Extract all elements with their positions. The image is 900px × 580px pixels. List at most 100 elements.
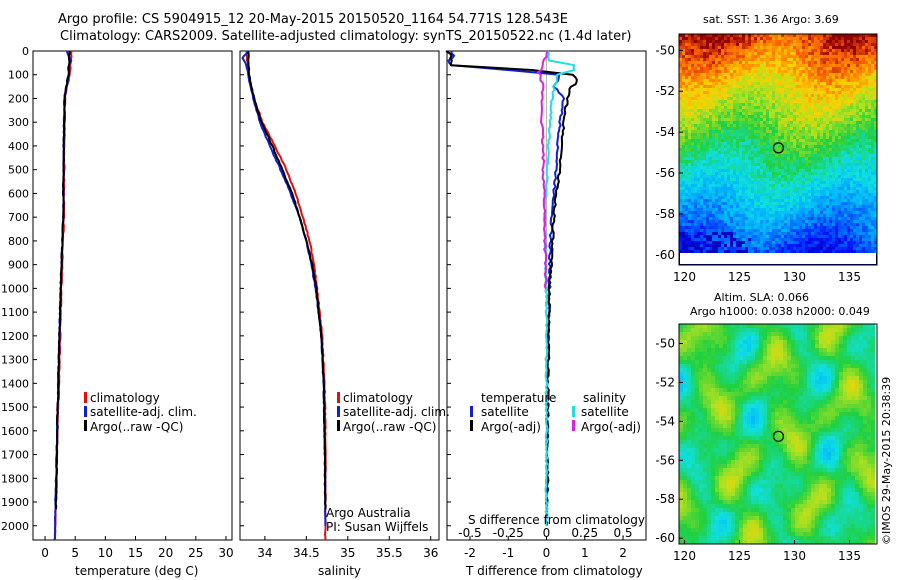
map-cell [793, 73, 796, 76]
map-cell [796, 103, 799, 106]
map-cell [742, 85, 745, 88]
map-cell [724, 205, 727, 208]
map-cell [766, 151, 769, 154]
map-cell [808, 157, 811, 160]
map-cell [853, 160, 856, 163]
map-cell [865, 223, 868, 226]
map-cell [790, 208, 793, 211]
map-cell [787, 208, 790, 211]
map-cell [724, 103, 727, 106]
map-cell [739, 58, 742, 61]
map-cell [757, 220, 760, 223]
map-cell [679, 214, 682, 217]
map-cell [868, 52, 871, 55]
map-cell [769, 118, 772, 121]
map-cell [844, 112, 847, 115]
map-cell [799, 193, 802, 196]
map-cell [850, 217, 853, 220]
map-cell [856, 157, 859, 160]
map-cell [787, 112, 790, 115]
map-cell [859, 172, 862, 175]
map-cell [850, 241, 853, 244]
map-cell [682, 244, 685, 247]
map-cell [811, 85, 814, 88]
map-cell [688, 163, 691, 166]
map-cell [718, 103, 721, 106]
map-cell [757, 76, 760, 79]
map-cell [814, 235, 817, 238]
map-cell [763, 175, 766, 178]
map-cell [850, 46, 853, 49]
map-cell [757, 211, 760, 214]
map-cell [742, 154, 745, 157]
map-cell [721, 52, 724, 55]
map-cell [817, 205, 820, 208]
map-cell [679, 67, 682, 70]
map-cell [841, 208, 844, 211]
map-cell [871, 88, 874, 91]
map-cell [793, 187, 796, 190]
map-cell [850, 130, 853, 133]
map-cell [796, 184, 799, 187]
map-cell [874, 217, 877, 220]
map-cell [772, 226, 775, 229]
map-cell [847, 187, 850, 190]
map-cell [718, 235, 721, 238]
map-cell [772, 235, 775, 238]
map-cell [790, 205, 793, 208]
map-cell [862, 73, 865, 76]
map-cell [730, 244, 733, 247]
map-cell [838, 49, 841, 52]
map-cell [781, 250, 784, 253]
map-cell [814, 220, 817, 223]
map-cell [772, 175, 775, 178]
map-cell [724, 226, 727, 229]
map-cell [682, 175, 685, 178]
map-cell [769, 241, 772, 244]
map-cell [730, 55, 733, 58]
map-cell [757, 37, 760, 40]
map-cell [751, 205, 754, 208]
map-cell [730, 136, 733, 139]
map-cell [862, 76, 865, 79]
map-cell [709, 148, 712, 151]
map-cell [823, 40, 826, 43]
map-cell [697, 157, 700, 160]
map-cell [868, 46, 871, 49]
map-cell [727, 130, 730, 133]
map-cell [709, 160, 712, 163]
map-cell [709, 229, 712, 232]
map-cell [709, 52, 712, 55]
map-cell [874, 139, 877, 142]
map-cell [775, 94, 778, 97]
map-cell [763, 58, 766, 61]
map-cell [730, 211, 733, 214]
map-cell [754, 157, 757, 160]
map-cell [859, 67, 862, 70]
map-cell [751, 82, 754, 85]
map-cell [874, 148, 877, 151]
map-cell [835, 124, 838, 127]
map-cell [688, 79, 691, 82]
map-cell [847, 64, 850, 67]
map-cell [691, 145, 694, 148]
map-cell [724, 175, 727, 178]
map-cell [784, 208, 787, 211]
map-cell [691, 100, 694, 103]
map-cell [721, 178, 724, 181]
map-cell [730, 160, 733, 163]
map-cell [847, 58, 850, 61]
map-cell [703, 109, 706, 112]
map-cell [874, 151, 877, 154]
map-cell [811, 133, 814, 136]
map-cell [685, 250, 688, 253]
map-cell [691, 211, 694, 214]
map-cell [694, 130, 697, 133]
map-cell [829, 55, 832, 58]
map-cell [682, 136, 685, 139]
map-cell [763, 37, 766, 40]
map-cell [856, 226, 859, 229]
map-cell [778, 52, 781, 55]
map-cell [832, 217, 835, 220]
map-cell [865, 190, 868, 193]
